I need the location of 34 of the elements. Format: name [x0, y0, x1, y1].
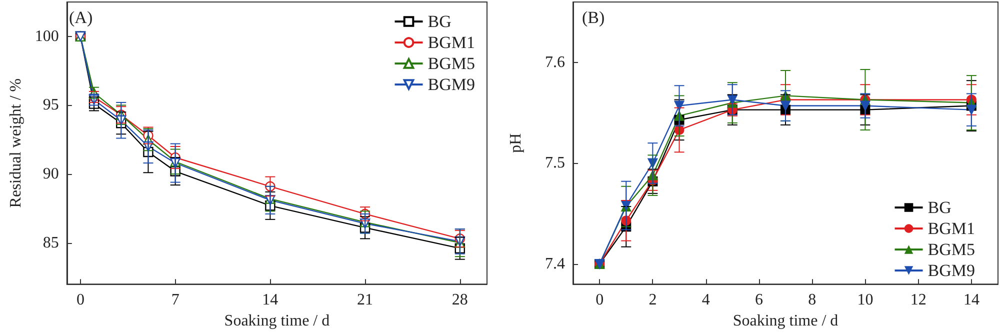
legend-label: BGM5: [928, 240, 976, 259]
x-tick-label: 28: [452, 292, 468, 309]
x-tick-label: 8: [808, 292, 816, 309]
x-tick-label: 4: [702, 292, 710, 309]
y-tick-label: 100: [34, 28, 59, 45]
x-tick-label: 12: [910, 292, 926, 309]
y-tick-label: 95: [42, 96, 59, 114]
x-tick-label: 7: [171, 292, 180, 309]
x-axis-title: Soaking time / d: [224, 312, 330, 330]
y-tick-label: 7.6: [545, 54, 565, 71]
chart-title: (A): [69, 8, 93, 27]
x-tick-label: 10: [857, 292, 874, 309]
y-tick-label: 7.4: [545, 255, 565, 272]
legend-label: BG: [928, 198, 952, 217]
y-axis-title: Residual weight / %: [8, 78, 24, 208]
y-axis-title: pH: [508, 132, 524, 153]
legend-label: BGM5: [428, 54, 476, 73]
legend-label: BGM1: [428, 33, 476, 52]
y-tick-label: 7.5: [545, 154, 565, 172]
y-tick-label: 90: [42, 166, 59, 183]
x-tick-label: 0: [596, 292, 604, 309]
legend-label: BG: [428, 12, 452, 31]
x-tick-label: 6: [754, 292, 763, 309]
legend-label: BGM1: [928, 219, 976, 238]
x-axis-title: Soaking time / d: [732, 312, 838, 330]
chart-title: (B): [582, 8, 605, 27]
legend-label: BGM9: [428, 75, 476, 94]
x-tick-label: 14: [963, 292, 980, 309]
legend-label: BGM9: [928, 261, 976, 280]
x-tick-label: 2: [648, 292, 657, 309]
x-tick-label: 21: [357, 292, 374, 309]
x-tick-label: 0: [76, 292, 84, 309]
y-tick-label: 85: [42, 234, 59, 252]
x-tick-label: 14: [262, 292, 278, 309]
